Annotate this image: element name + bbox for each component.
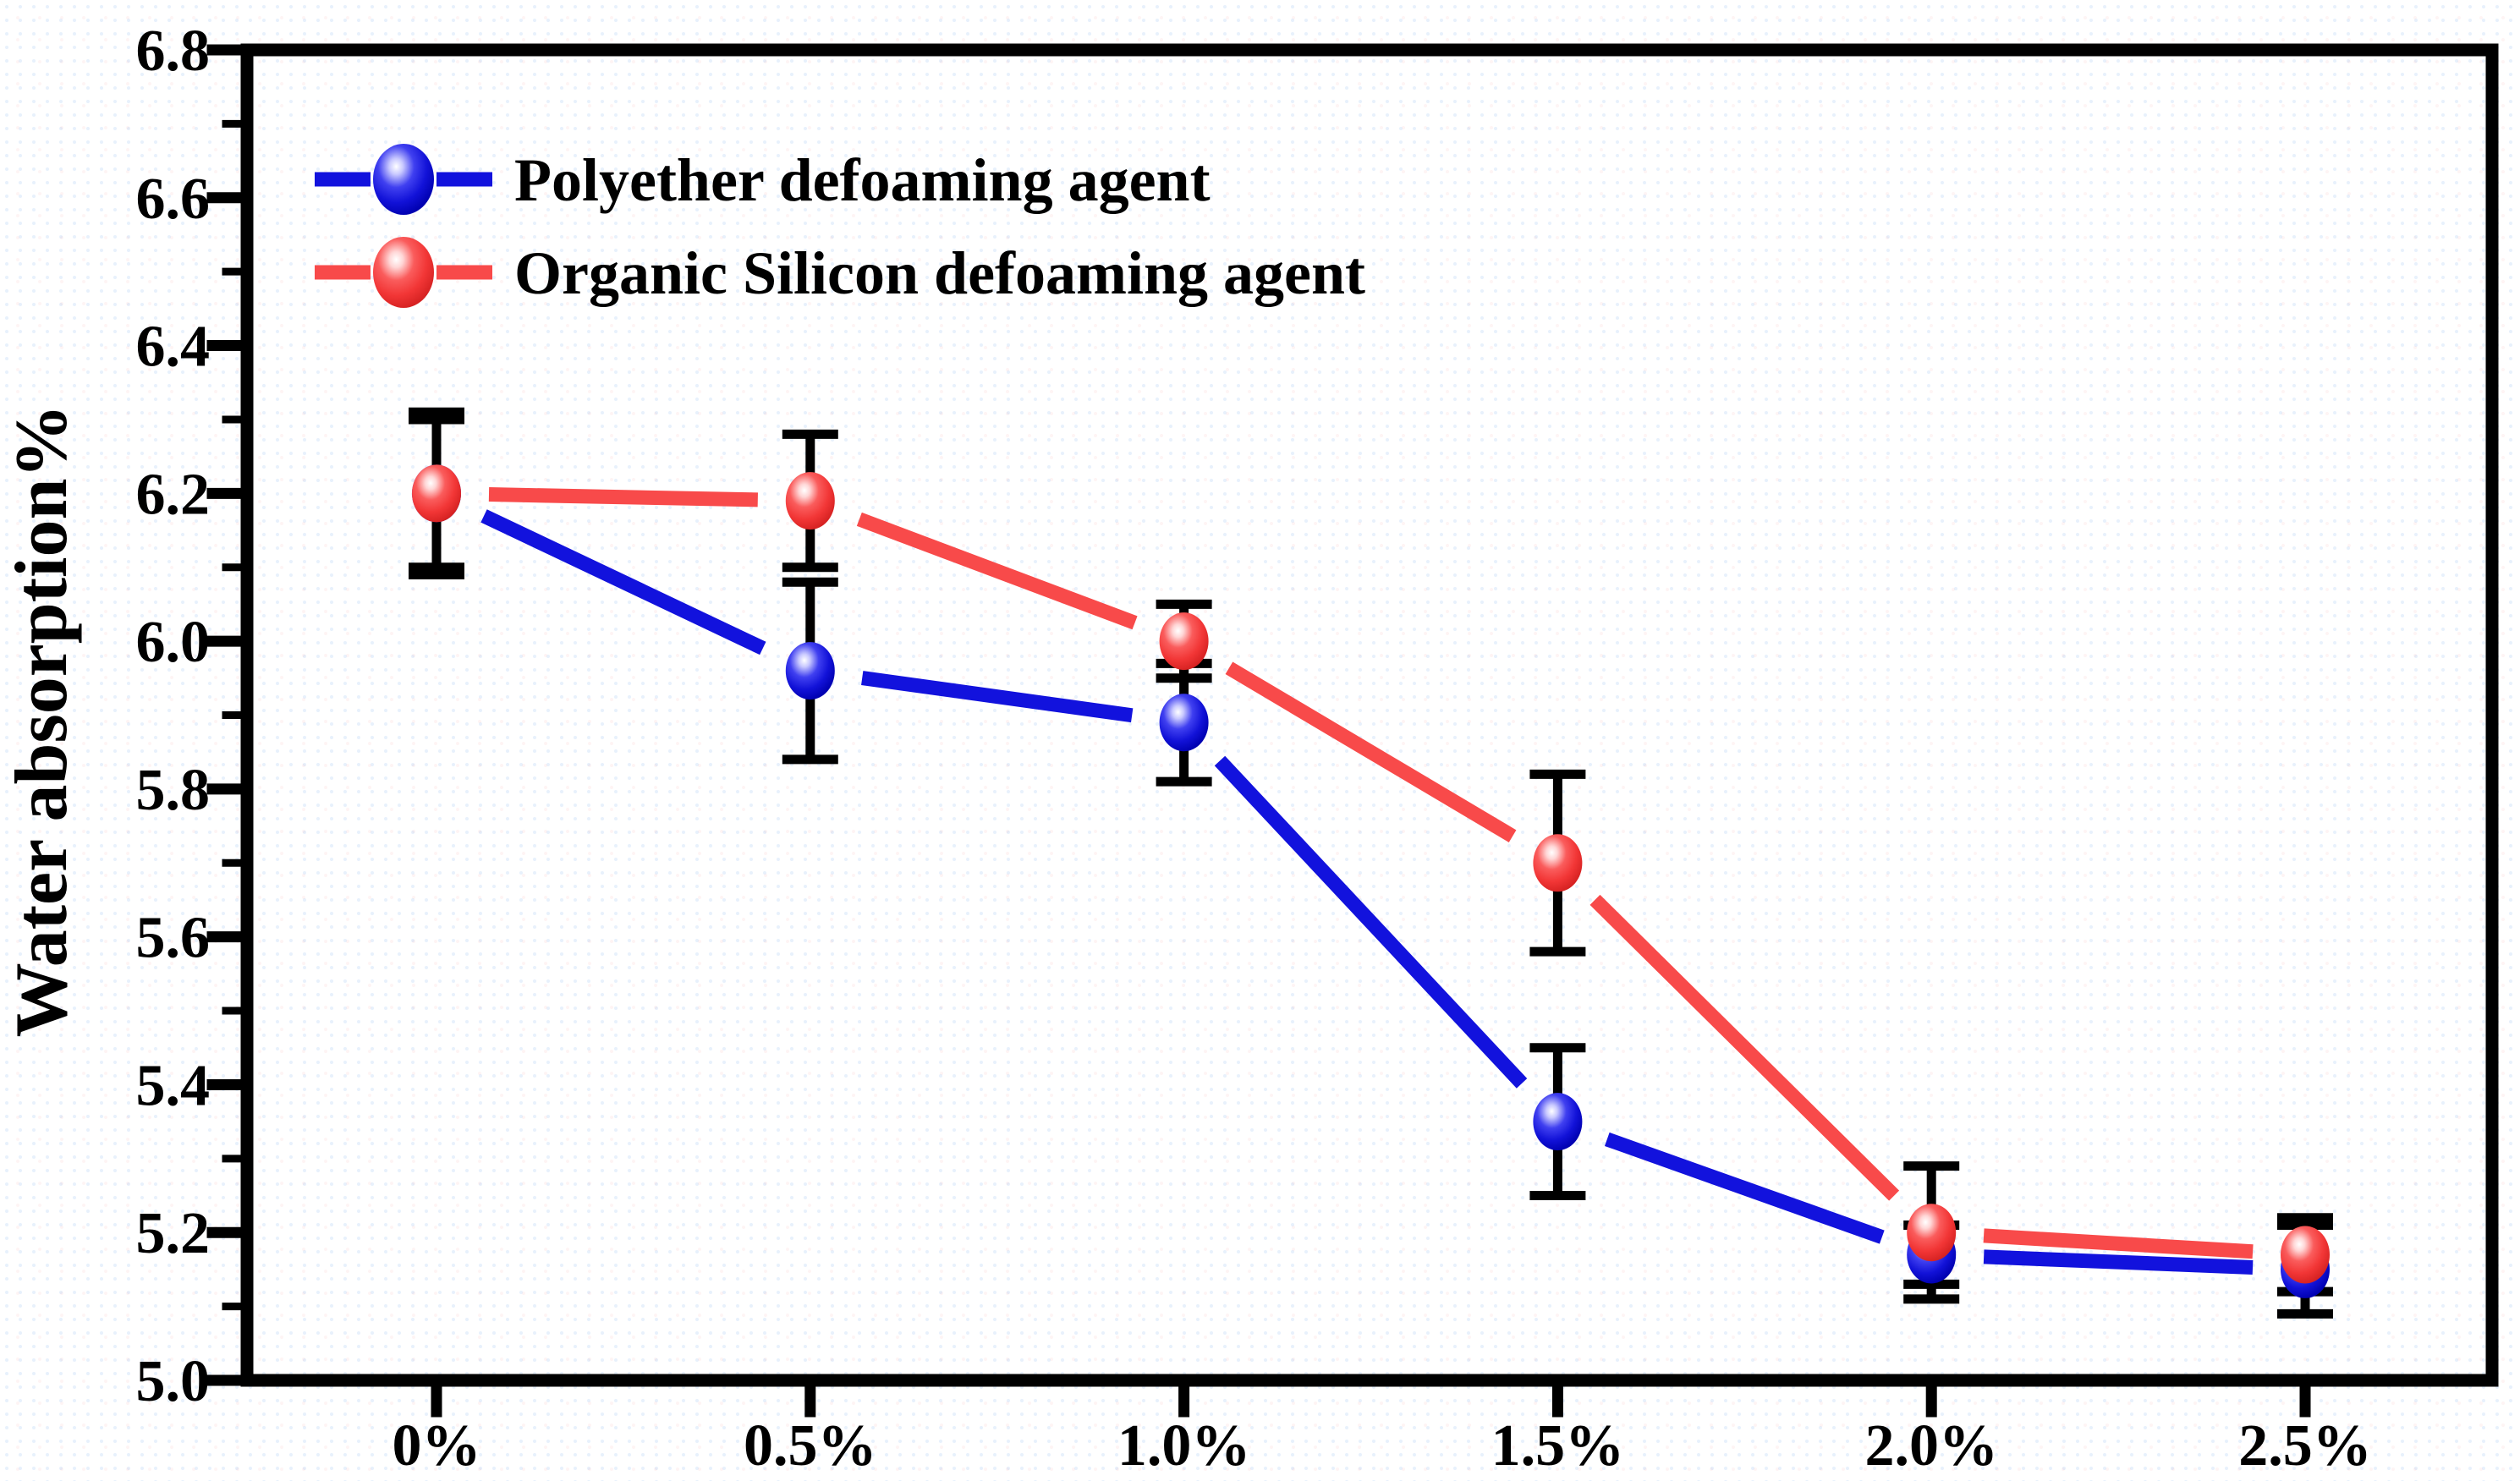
y-tick-label: 6.2	[136, 462, 211, 527]
y-tick-label: 5.0	[136, 1349, 211, 1414]
y-tick-label: 5.8	[136, 758, 211, 823]
legend-item: Polyether defoaming agent	[315, 144, 1211, 215]
series-line-segment	[1983, 1228, 2254, 1259]
series-line-segment	[488, 487, 758, 507]
x-tick-label: 1.0%	[1117, 1413, 1251, 1478]
y-tick-label: 6.8	[136, 19, 211, 84]
series-line-segment	[1604, 1132, 1885, 1244]
x-tick-label: 0.5%	[744, 1413, 877, 1478]
series-line-segment	[1983, 1249, 2254, 1275]
data-point-marker	[785, 642, 835, 700]
data-point-marker	[1533, 834, 1583, 892]
x-tick-label: 1.5%	[1491, 1413, 1625, 1478]
y-axis-title: Water absorption%	[1, 404, 83, 1038]
data-point-marker	[1907, 1204, 1957, 1262]
x-tick-label: 2.5%	[2238, 1413, 2372, 1478]
y-tick-label: 6.0	[136, 610, 211, 675]
data-point-marker	[412, 464, 461, 523]
legend-item-label: Organic Silicon defoaming agent	[514, 239, 1365, 307]
axis-frame	[240, 43, 2499, 1387]
legend-item-label: Polyether defoaming agent	[514, 146, 1211, 214]
series-line-segment	[861, 671, 1134, 723]
x-tick-label: 0%	[393, 1413, 481, 1478]
data-point-marker	[2281, 1226, 2330, 1284]
data-point-marker	[1159, 612, 1209, 671]
data-point-marker	[1533, 1093, 1583, 1151]
legend-marker-icon	[373, 144, 434, 215]
series-line-segment	[1225, 661, 1517, 842]
data-point-marker	[785, 472, 835, 530]
series-line-segment	[1589, 894, 1900, 1201]
y-tick-label: 6.6	[136, 167, 211, 232]
x-tick-label: 2.0%	[1864, 1413, 1998, 1478]
series-line-segment	[1214, 755, 1528, 1089]
plot-area: 5.0 5.2 5.4 5.6 5.8 6.0 6.2 6.4 6.6 6.8 0% 0.5% 1.0%…	[1, 19, 2499, 1478]
data-point-marker	[1159, 694, 1209, 752]
legend-item: Organic Silicon defoaming agent	[315, 237, 1365, 308]
y-tick-label: 5.4	[136, 1053, 211, 1118]
series-line-segment	[856, 512, 1138, 630]
y-tick-label: 5.2	[136, 1201, 211, 1266]
y-tick-label: 5.6	[136, 906, 211, 971]
series-line-segment	[480, 509, 766, 655]
y-tick-label: 6.4	[136, 315, 211, 380]
legend-marker-icon	[373, 237, 434, 308]
